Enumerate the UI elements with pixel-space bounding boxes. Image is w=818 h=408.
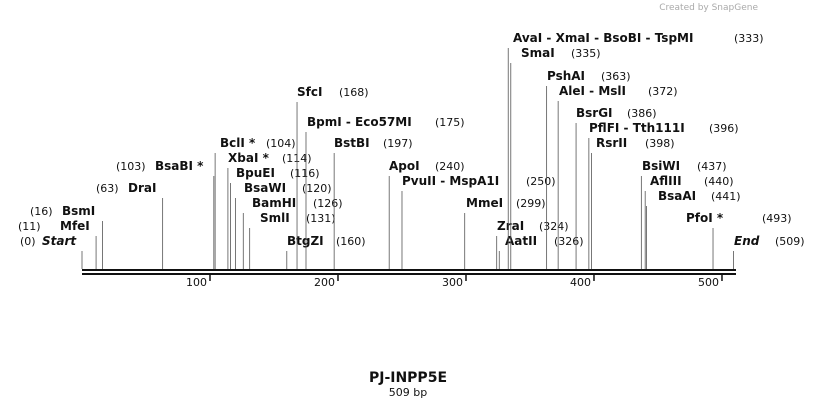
site-position: (126) <box>313 197 343 210</box>
tick-label: 200 <box>314 276 335 289</box>
site-position: (197) <box>383 137 413 150</box>
site-name: BpmI - Eco57MI <box>307 115 412 129</box>
site-position: (333) <box>734 32 764 45</box>
site-position: (250) <box>526 175 556 188</box>
site-name: SfcI <box>297 85 322 99</box>
site-name: BclI * <box>220 136 256 150</box>
site-position: (63) <box>96 182 119 195</box>
site-position: (441) <box>711 190 741 203</box>
site-name: BsaWI <box>244 181 286 195</box>
site-position: (398) <box>645 137 675 150</box>
site-position: (116) <box>290 167 320 180</box>
site-name: MfeI <box>60 219 90 233</box>
subtitle: 509 bp <box>389 386 427 399</box>
site-position: (440) <box>704 175 734 188</box>
tick-label: 400 <box>570 276 591 289</box>
site-position: (299) <box>516 197 546 210</box>
site-position: (335) <box>571 47 601 60</box>
site-position: (131) <box>306 212 336 225</box>
site-name: AatII <box>505 234 537 248</box>
site-name: BtgZI <box>287 234 324 248</box>
site-name: DraI <box>128 181 156 195</box>
site-position: (160) <box>336 235 366 248</box>
site-position: (0) <box>20 235 36 248</box>
site-name: BsrGI <box>576 106 613 120</box>
site-position: (372) <box>648 85 678 98</box>
tick-label: 100 <box>186 276 207 289</box>
site-name: SmlI <box>260 211 290 225</box>
site-position: (396) <box>709 122 739 135</box>
site-position: (104) <box>266 137 296 150</box>
site-name: BsiWI <box>642 159 680 173</box>
site-name: End <box>734 234 760 248</box>
site-position: (168) <box>339 86 369 99</box>
site-name: PshAI <box>547 69 585 83</box>
credit: Created by SnapGene <box>659 3 758 13</box>
site-name: Start <box>42 234 77 248</box>
site-position: (386) <box>627 107 657 120</box>
tick-label: 300 <box>442 276 463 289</box>
site-name: BstBI <box>334 136 370 150</box>
site-name: PfoI * <box>686 211 724 225</box>
site-position: (103) <box>116 160 146 173</box>
site-name: XbaI * <box>228 151 270 165</box>
site-name: BpuEI <box>236 166 275 180</box>
site-position: (493) <box>762 212 792 225</box>
site-name: MmeI <box>466 196 503 210</box>
site-position: (16) <box>30 205 53 218</box>
site-name: BamHI <box>252 196 296 210</box>
site-position: (175) <box>435 116 465 129</box>
site-name: BsaAI <box>658 189 696 203</box>
site-name: AleI - MslI <box>559 84 626 98</box>
site-position: (509) <box>775 235 805 248</box>
site-name: BsaBI * <box>155 159 204 173</box>
site-name: PflFI - Tth111I <box>589 121 685 135</box>
tick-label: 500 <box>698 276 719 289</box>
site-name: SmaI <box>521 46 555 60</box>
site-name: AflIII <box>650 174 682 188</box>
site-name: BsmI <box>62 204 95 218</box>
site-name: ApoI <box>389 159 420 173</box>
site-name: RsrII <box>596 136 627 150</box>
site-name: AvaI - XmaI - BsoBI - TspMI <box>513 31 693 45</box>
site-position: (120) <box>302 182 332 195</box>
site-position: (324) <box>539 220 569 233</box>
title: PJ-INPP5E <box>369 370 447 386</box>
site-position: (437) <box>697 160 727 173</box>
site-position: (240) <box>435 160 465 173</box>
site-name: PvuII - MspA1I <box>402 174 499 188</box>
site-position: (11) <box>18 220 41 233</box>
site-position: (363) <box>601 70 631 83</box>
